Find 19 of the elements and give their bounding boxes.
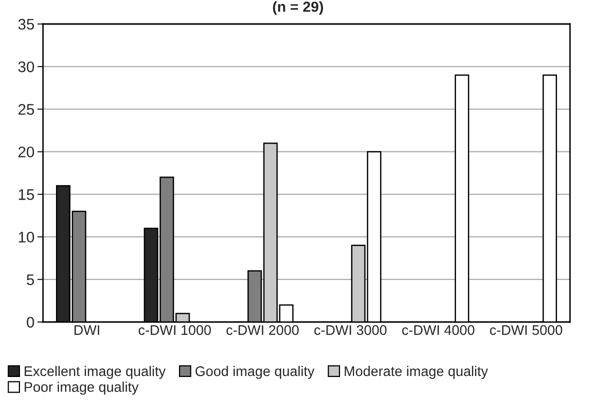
y-tick-label: 0	[26, 316, 34, 328]
y-tick-label: 10	[18, 232, 34, 243]
y-tick-label: 30	[18, 61, 34, 72]
legend-label: Moderate image quality	[344, 366, 488, 379]
legend-label: Poor image quality	[24, 382, 139, 395]
legend-label: Excellent image quality	[24, 366, 166, 379]
y-tick-label: 35	[18, 18, 34, 30]
chart-title: (n = 29)	[273, 1, 324, 15]
y-tick-label: 20	[18, 146, 34, 158]
x-tick-label: c-DWI 3000	[314, 325, 387, 335]
x-tick-label: DWI	[74, 325, 100, 335]
legend-label: Good image quality	[196, 366, 314, 379]
y-tick-label: 25	[18, 104, 34, 115]
x-tick-label: c-DWI 1000	[138, 325, 211, 335]
y-tick-label: 5	[26, 274, 34, 286]
x-tick-label: c-DWI 4000	[402, 325, 474, 335]
y-tick-label: 15	[18, 189, 34, 200]
x-tick-label: c-DWI 5000	[490, 325, 562, 335]
x-tick-label: c-DWI 2000	[226, 325, 299, 335]
